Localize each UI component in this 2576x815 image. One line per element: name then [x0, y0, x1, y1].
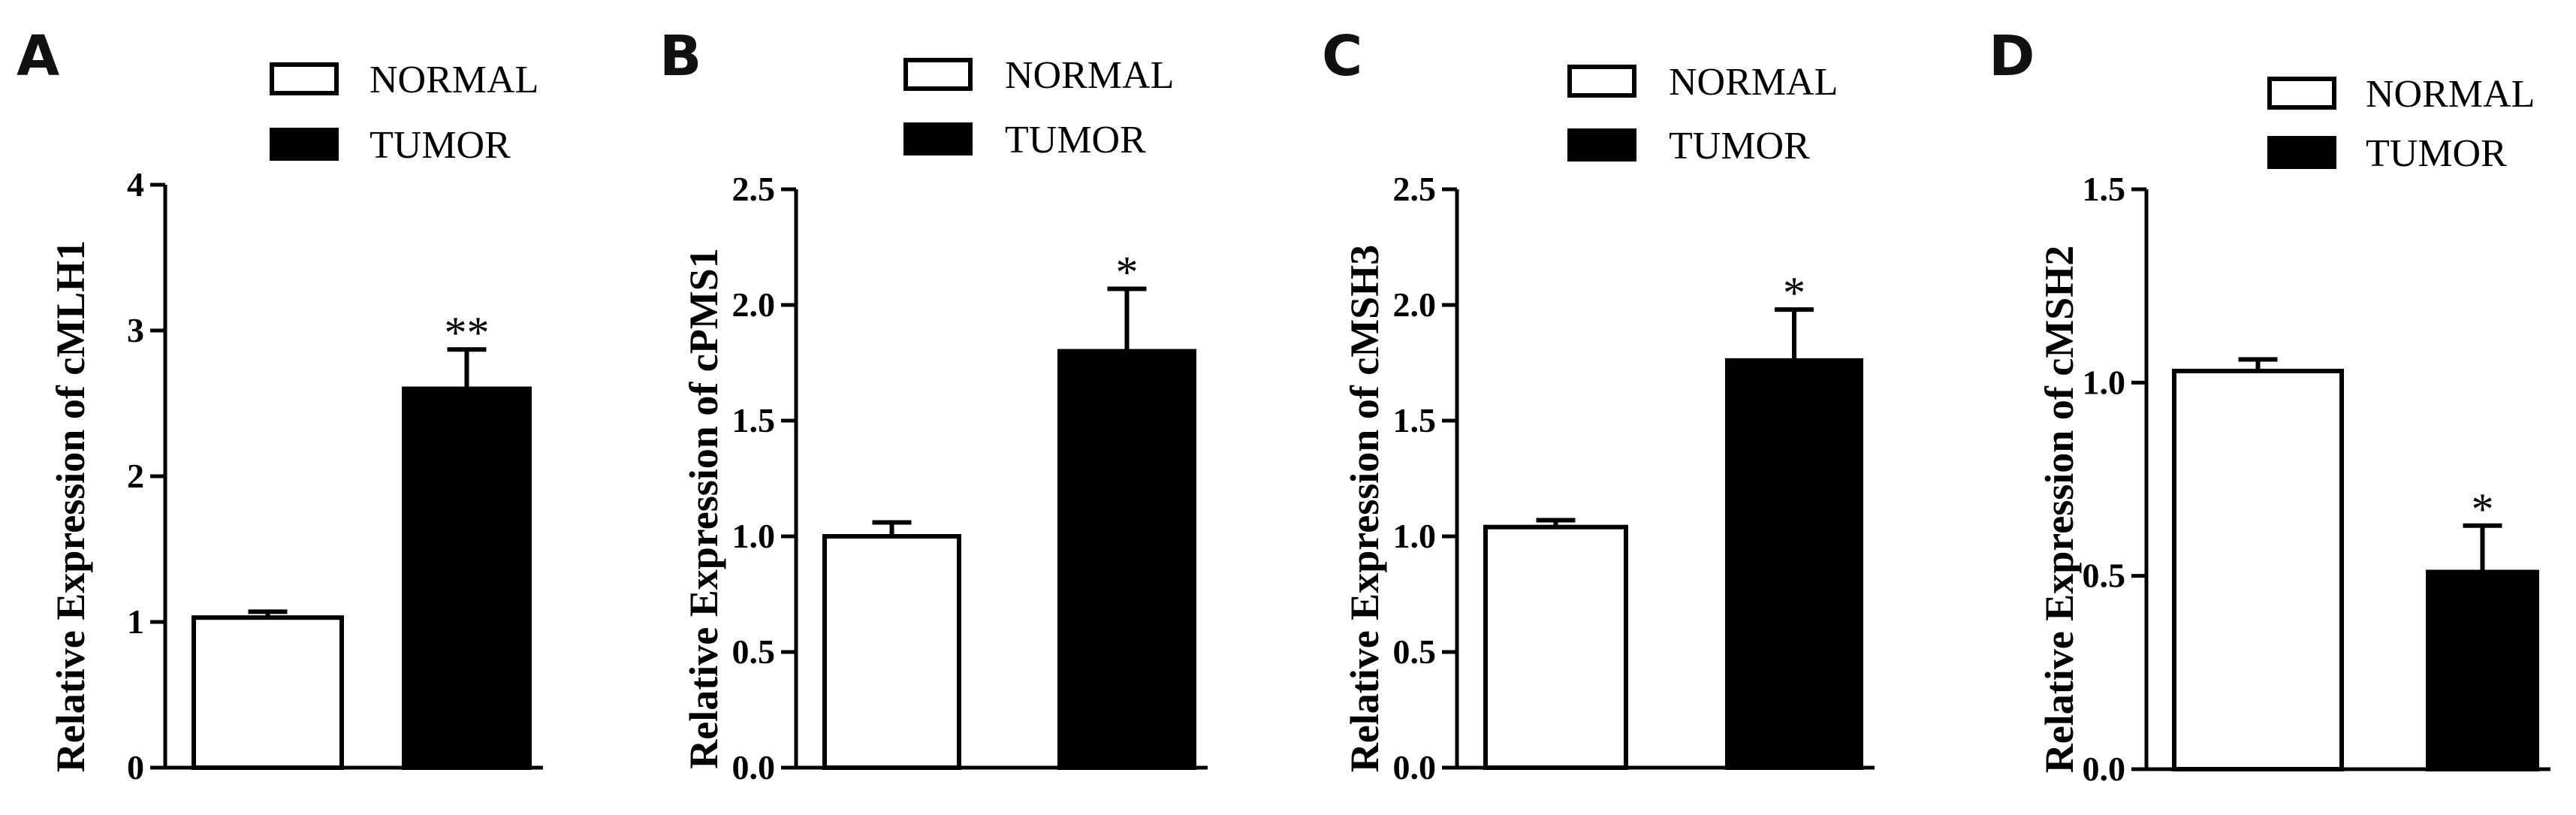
bar-normal: [2172, 368, 2344, 772]
bar-tumor: [1725, 358, 1863, 771]
y-tick-label: 0.5: [1393, 632, 1437, 671]
legend-label-tumor: TUMOR: [370, 124, 511, 167]
legend-label-normal: NORMAL: [1669, 61, 1838, 104]
y-tick-label: 4: [127, 165, 144, 204]
y-tick-label: 1.0: [2083, 363, 2126, 401]
y-axis-label: Relative Expression of cMSH3: [1342, 245, 1387, 772]
y-tick-label: 2: [127, 457, 144, 495]
significance-marker: *: [1783, 268, 1805, 318]
y-tick-label: 1: [127, 602, 144, 641]
panel-letter: C: [1322, 24, 1362, 89]
legend-label-normal: NORMAL: [370, 59, 538, 101]
y-tick-label: 0.0: [1393, 748, 1437, 786]
y-axis-label: Relative Expression of cPMS1: [681, 248, 726, 768]
panel-letter: A: [17, 24, 59, 89]
panel-letter: B: [659, 24, 701, 89]
y-tick-label: 0.0: [2083, 750, 2126, 788]
bar-normal: [192, 615, 344, 770]
y-tick-label: 0.5: [732, 632, 776, 671]
y-tick-label: 1.5: [1393, 401, 1437, 439]
y-tick-label: 1.5: [2083, 170, 2126, 208]
legend-swatch-tumor: [1567, 128, 1636, 161]
significance-marker: *: [2472, 484, 2494, 534]
y-tick-label: 0.0: [732, 748, 776, 786]
legend-swatch-tumor: [903, 122, 973, 155]
y-tick-label: 1.5: [732, 401, 776, 439]
legend-label-normal: NORMAL: [1005, 54, 1174, 97]
significance-marker: **: [445, 308, 490, 358]
legend-swatch-tumor: [2267, 136, 2336, 169]
y-tick-label: 2.5: [732, 170, 776, 208]
significance-marker: *: [1116, 247, 1139, 297]
legend-swatch-normal: [903, 58, 973, 91]
legend-label-tumor: TUMOR: [2366, 132, 2507, 175]
bar-normal: [822, 534, 961, 770]
legend-label-normal: NORMAL: [2366, 73, 2535, 116]
y-tick-label: 1.0: [732, 517, 776, 555]
panel-b: B 0.0 0.5 1.0 1.5 2.0 2.5 Relative Expression o…: [659, 24, 1208, 786]
legend-swatch-tumor: [270, 128, 339, 161]
legend-swatch-normal: [2267, 77, 2336, 110]
bar-tumor: [2426, 569, 2539, 772]
legend-swatch-normal: [270, 62, 339, 95]
y-tick-label: 0.5: [2083, 557, 2126, 595]
legend-label-tumor: TUMOR: [1005, 119, 1146, 161]
y-axis-label: Relative Expression of cMLH1: [48, 240, 93, 772]
bar-tumor: [402, 386, 532, 770]
y-tick-label: 2.0: [1393, 285, 1437, 324]
legend-swatch-normal: [1567, 65, 1636, 98]
bar-tumor: [1057, 349, 1196, 771]
y-axis-label: Relative Expression of cMSH2: [2037, 246, 2082, 773]
panel-letter: D: [1989, 24, 2035, 89]
y-tick-label: 2.5: [1393, 170, 1437, 208]
y-tick-label: 2.0: [732, 285, 776, 324]
bar-normal: [1483, 524, 1628, 770]
y-tick-label: 3: [127, 311, 144, 349]
y-tick-label: 1.0: [1393, 517, 1437, 555]
panel-a: A 0 1 2 3 4 Relative Expression of cMLH1 ** NORM…: [17, 24, 543, 786]
legend-label-tumor: TUMOR: [1669, 125, 1810, 168]
y-tick-label: 0: [127, 748, 144, 786]
